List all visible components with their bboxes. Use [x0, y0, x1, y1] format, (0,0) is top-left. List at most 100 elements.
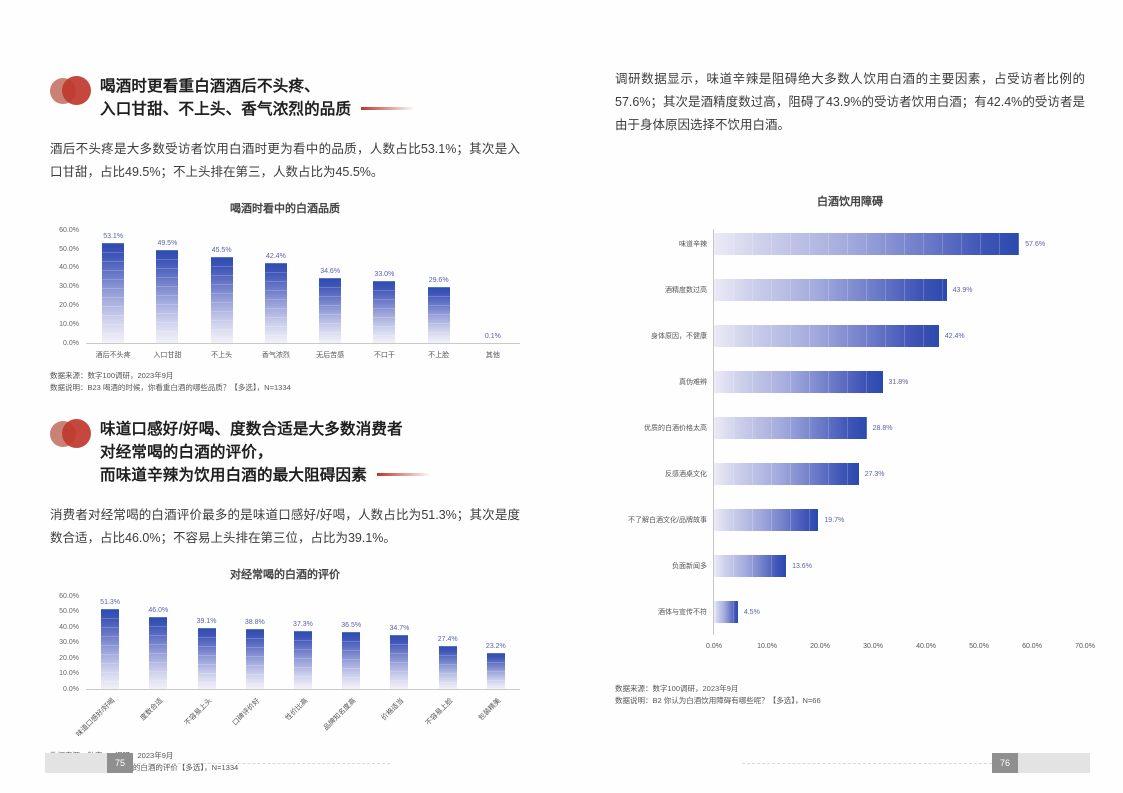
bar	[319, 277, 342, 343]
chart-plot: 60.0% 50.0% 40.0% 30.0% 20.0% 10.0% 0.0% 51.3% 4…	[50, 592, 520, 693]
bar-track: 27.3%	[714, 463, 1085, 486]
bar-column: 38.8%	[231, 596, 279, 689]
bar	[486, 652, 505, 689]
x-category: 酒后不头疼	[86, 344, 140, 360]
bar	[149, 617, 168, 689]
bar-track: 43.9%	[714, 279, 1085, 302]
section-title: 味道口感好/好喝、度数合适是大多数消费者 对经常喝的白酒的评价， 而味道辛辣为饮…	[100, 418, 431, 488]
y-tick-label: 0.0%	[63, 685, 79, 693]
y-tick-label: 50.0%	[59, 608, 79, 616]
bar-value-label: 39.1%	[196, 618, 217, 626]
footer-divider-line	[742, 762, 992, 764]
bar-row: 负面新闻多 13.6%	[615, 543, 1085, 589]
bar-value-label: 49.5%	[157, 239, 178, 247]
x-tick-label: 20.0%	[810, 643, 830, 651]
bar-column: 39.1%	[182, 596, 230, 689]
bar-value-label: 28.8%	[872, 424, 893, 432]
title-accent-dash	[361, 107, 416, 111]
bar-track: 31.8%	[714, 371, 1085, 394]
bar-value-label: 33.0%	[374, 270, 395, 278]
category-label: 身体原因，不健康	[651, 333, 707, 341]
category-label: 反感酒桌文化	[665, 471, 707, 479]
bar	[714, 509, 819, 532]
data-source-note: 数据来源：数字100调研，2023年9月 数据说明：B23 喝酒的时候，你看重白…	[50, 370, 520, 394]
y-tick-label: 40.0%	[59, 264, 79, 272]
bar-column: 34.7%	[375, 596, 423, 689]
x-category-label: 味道口感好/好喝	[75, 697, 117, 739]
bar-column: 53.1%	[86, 230, 140, 343]
x-category: 度数合适	[134, 690, 182, 740]
bar-row: 身体原因，不健康 42.4%	[615, 313, 1085, 359]
x-category-label: 不口干	[373, 351, 395, 359]
title-accent-dash	[376, 473, 431, 477]
y-axis: 60.0% 50.0% 40.0% 30.0% 20.0% 10.0% 0.0%	[50, 592, 86, 693]
bar-value-label: 0.1%	[484, 332, 501, 340]
x-category: 不上脸	[412, 344, 466, 360]
bar	[156, 249, 179, 343]
x-category: 味道口感好/好喝	[75, 690, 134, 740]
bar-column: 45.5%	[195, 230, 249, 343]
section-body: 调研数据显示，味道辛辣是阻碍绝大多数人饮用白酒的主要因素，占受访者比例的57.6…	[615, 72, 1085, 133]
data-source-note: 数据来源：数字100调研，2023年9月 数据说明：B2 你认为白酒饮用障碍有哪…	[615, 683, 1085, 707]
category-label: 酒精度数过高	[665, 287, 707, 295]
bar-chart-liquor-evaluation: 60.0% 50.0% 40.0% 30.0% 20.0% 10.0% 0.0% 51.3% 4…	[50, 592, 520, 740]
bar-column: 37.3%	[279, 596, 327, 689]
bar-value-label: 27.3%	[864, 470, 885, 478]
x-tick-label: 0.0%	[706, 643, 722, 651]
y-tick-label: 60.0%	[59, 592, 79, 600]
footer-gray-block	[1018, 753, 1090, 773]
y-tick-label: 10.0%	[59, 320, 79, 328]
bar	[714, 233, 1020, 256]
report-page-76: 调研数据显示，味道辛辣是阻碍绝大多数人饮用白酒的主要因素，占受访者比例的57.6…	[615, 68, 1095, 707]
bar-row: 真伪难辨 31.8%	[615, 359, 1085, 405]
section-quality: 喝酒时更看重白酒酒后不头疼、 入口甘甜、不上头、香气浓烈的品质 酒后不头疼是大多…	[50, 75, 520, 394]
bar-value-label: 45.5%	[211, 247, 232, 255]
bar-value-label: 23.2%	[485, 642, 506, 650]
x-axis-labels: 味道口感好/好喝 度数合适 不容易上头 口碑评价好 性价比高 品牌知名度高 价格适当 不容易上…	[75, 690, 520, 740]
x-category: 口碑评价好	[231, 690, 279, 740]
x-category: 其他	[466, 344, 520, 360]
y-tick-label: 30.0%	[59, 283, 79, 291]
bar	[245, 628, 264, 689]
title-line: 喝酒时更看重白酒酒后不头疼、	[100, 78, 320, 95]
x-category: 价格适当	[375, 690, 423, 740]
x-category: 品牌知名度高	[323, 690, 375, 740]
category-label: 不了解白酒文化/品牌故事	[628, 517, 707, 525]
bar-value-label: 46.0%	[148, 607, 169, 615]
bar-value-label: 31.8%	[888, 378, 909, 386]
bar-column: 36.5%	[327, 596, 375, 689]
bar-row: 不了解白酒文化/品牌故事 19.7%	[615, 497, 1085, 543]
y-tick-label: 50.0%	[59, 245, 79, 253]
bar-column: 0.1%	[466, 230, 520, 343]
x-category-label: 入口甘甜	[153, 351, 182, 359]
x-tick-label: 30.0%	[863, 643, 883, 651]
x-tick-label: 40.0%	[916, 643, 936, 651]
x-category-label: 无后苦感	[316, 351, 345, 359]
section-title: 喝酒时更看重白酒酒后不头疼、 入口甘甜、不上头、香气浓烈的品质	[100, 75, 416, 122]
plot-area: 51.3% 46.0% 39.1% 38.8% 37.3% 36.5% 34.7% 27.4%…	[86, 596, 520, 690]
category-label: 优质的白酒价格太高	[644, 425, 707, 433]
bar	[264, 262, 287, 343]
bar-track: 42.4%	[714, 325, 1085, 348]
x-category-label: 性价比高	[284, 697, 310, 722]
y-tick-label: 20.0%	[59, 302, 79, 310]
bar	[714, 279, 947, 302]
x-category-label: 包装精美	[477, 697, 503, 722]
x-category: 入口甘甜	[140, 344, 194, 360]
bar	[293, 630, 312, 689]
category-label: 味道辛辣	[679, 241, 707, 249]
footer-right: 76	[742, 753, 1090, 773]
bar-column: 29.6%	[412, 230, 466, 343]
x-category: 包装精美	[472, 690, 520, 740]
section-heading: 喝酒时更看重白酒酒后不头疼、 入口甘甜、不上头、香气浓烈的品质	[50, 75, 520, 122]
x-category-label: 不容易上头	[183, 697, 213, 727]
x-category-label: 度数合适	[139, 697, 165, 722]
bar-track: 4.5%	[714, 601, 1085, 624]
x-axis: 0.0% 10.0% 20.0% 30.0% 40.0% 50.0% 60.0% 70.0%	[706, 643, 1095, 657]
x-category: 不上头	[195, 344, 249, 360]
bar	[438, 646, 457, 689]
footer-left: 75	[45, 753, 390, 773]
category-label: 负面新闻多	[672, 563, 707, 571]
title-line: 味道口感好/好喝、度数合适是大多数消费者	[100, 420, 403, 438]
y-tick-label: 30.0%	[59, 639, 79, 647]
